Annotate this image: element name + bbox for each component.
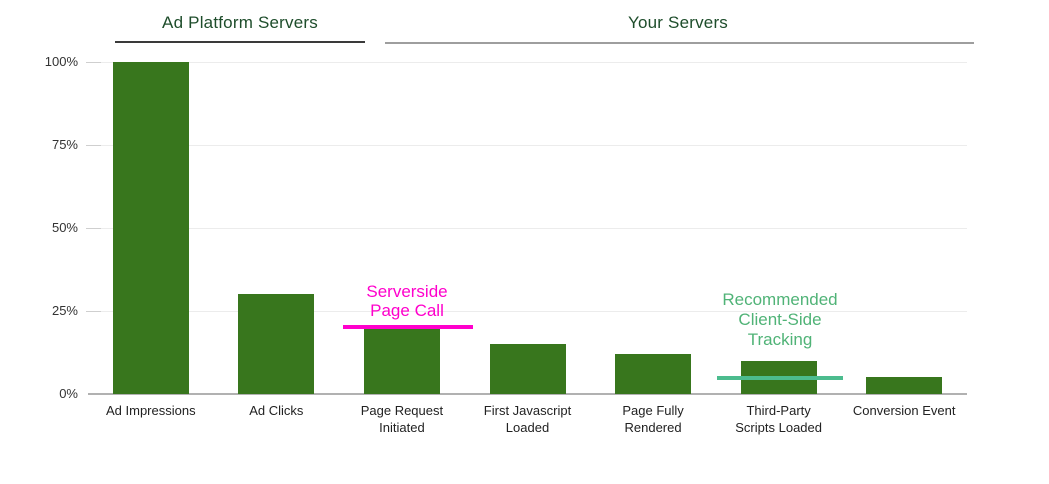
annotation-serverside-page-call: Serverside Page Call: [366, 282, 448, 320]
group-header-ad-platform-servers: Ad Platform Servers: [162, 13, 318, 32]
group-underline-your-servers: [385, 42, 974, 44]
y-axis-label-0: 0%: [59, 386, 78, 401]
y-axis-tick: [86, 311, 101, 312]
gridline-25: [88, 311, 967, 312]
y-axis-tick: [86, 228, 101, 229]
x-axis-label-first-javascript-loaded: First Javascript Loaded: [483, 403, 572, 435]
y-axis-tick: [86, 62, 101, 63]
annotation-recommended-client-side-tracking: Recommended Client-Side Tracking: [722, 290, 838, 349]
y-axis-label-50: 50%: [51, 220, 78, 235]
y-axis-label-75: 75%: [51, 137, 78, 152]
annotation-line-recommended-client-side-tracking: [717, 376, 843, 380]
y-axis-tick: [86, 145, 101, 146]
x-axis-label-third-party-scripts-loaded: Third-Party Scripts Loaded: [735, 403, 822, 435]
x-axis-baseline: [88, 393, 967, 395]
bar-conversion-event: [866, 377, 943, 394]
bar-page-fully-rendered: [615, 354, 692, 394]
x-axis-label-ad-impressions: Ad Impressions: [105, 403, 196, 418]
x-axis-label-conversion-event: Conversion Event: [852, 403, 956, 418]
gridline-100: [88, 62, 967, 63]
x-axis-label-page-request-initiated: Page Request Initiated: [360, 403, 444, 435]
group-header-your-servers: Your Servers: [627, 13, 729, 32]
bar-page-request-initiated: [363, 327, 440, 394]
bar-ad-impressions: [112, 62, 189, 394]
plot-area: [88, 62, 967, 395]
bar-first-javascript-loaded: [489, 344, 566, 394]
annotation-line-serverside-page-call: [343, 325, 473, 329]
gridline-50: [88, 228, 967, 229]
y-axis-label-100: 100%: [44, 54, 78, 69]
gridline-75: [88, 145, 967, 146]
x-axis-label-ad-clicks: Ad Clicks: [249, 403, 304, 418]
group-underline-ad-platform-servers: [115, 41, 365, 43]
y-axis-label-25: 25%: [51, 303, 78, 318]
bar-ad-clicks: [238, 294, 315, 394]
x-axis-label-page-fully-rendered: Page Fully Rendered: [622, 403, 684, 435]
